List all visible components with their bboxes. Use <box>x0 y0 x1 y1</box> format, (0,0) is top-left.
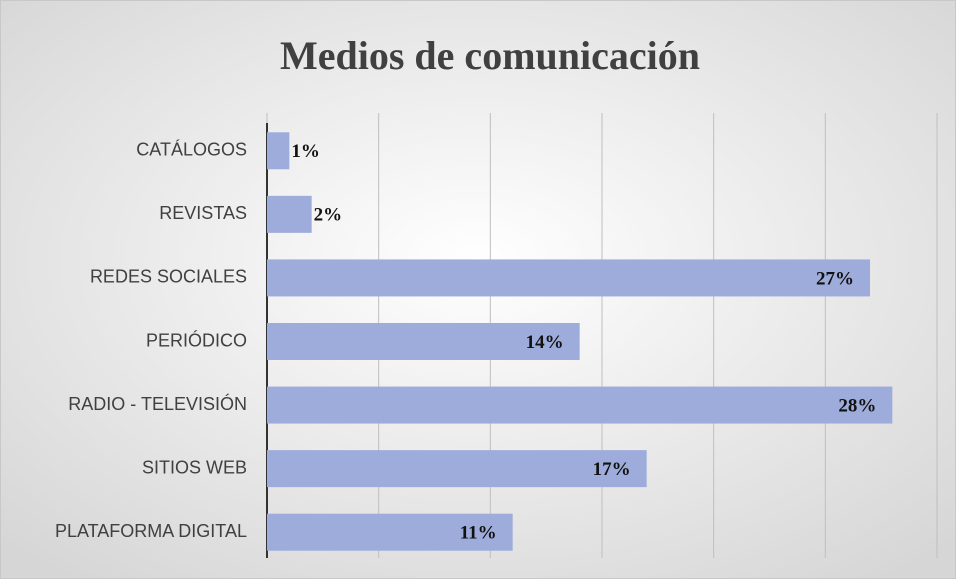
y-tick-label: RADIO - TELEVISIÓN <box>68 393 247 414</box>
data-label: 2% <box>314 205 343 226</box>
data-label: 14% <box>526 332 564 353</box>
bar <box>267 513 513 551</box>
data-label: 28% <box>838 395 876 416</box>
chart-title: Medios de comunicación <box>280 33 700 78</box>
y-tick-label: SITIOS WEB <box>142 457 247 477</box>
y-tick-label: REDES SOCIALES <box>90 267 247 287</box>
data-label: 17% <box>593 459 631 480</box>
bar <box>267 195 312 233</box>
bar <box>267 132 290 170</box>
bar <box>267 450 647 488</box>
y-tick-label: PERIÓDICO <box>146 329 247 350</box>
data-label: 11% <box>460 523 497 544</box>
y-tick-label: CATÁLOGOS <box>136 140 247 160</box>
bar <box>267 386 893 424</box>
data-label: 1% <box>291 141 320 162</box>
bar <box>267 323 580 360</box>
bar <box>267 259 870 297</box>
y-tick-label: PLATAFORMA DIGITAL <box>55 521 247 541</box>
y-tick-label: REVISTAS <box>159 203 247 223</box>
data-label: 27% <box>816 268 854 289</box>
